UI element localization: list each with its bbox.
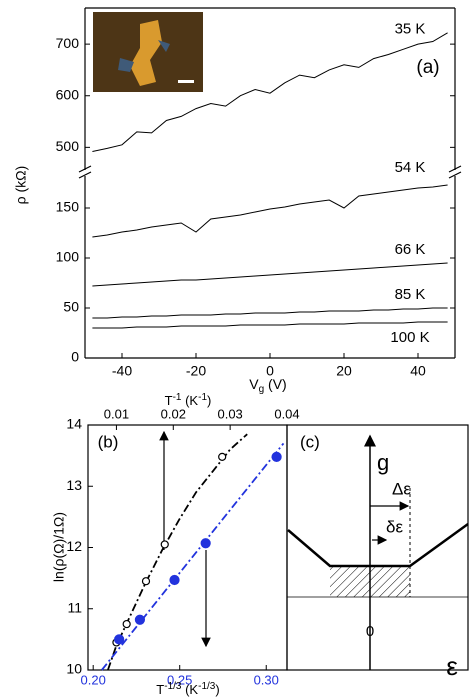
data-point — [169, 574, 180, 586]
panel-label: (b) — [98, 432, 119, 451]
x2-axis-label-part: ) — [207, 393, 211, 408]
series-label: 54 K — [395, 159, 426, 176]
y-tick-label: 12 — [66, 538, 82, 554]
data-point — [114, 634, 125, 645]
data-line — [92, 307, 448, 319]
data-point — [122, 619, 131, 629]
x-axis-label-part: T — [156, 682, 164, 697]
x2-tick-label: 0.03 — [217, 406, 242, 421]
y-tick-label: 11 — [67, 599, 82, 615]
panel-b-frame — [87, 424, 288, 671]
x2-axis-label-part: -1 — [198, 392, 207, 403]
y-tick-label: 14 — [66, 416, 82, 432]
x-tick-label: 20 — [336, 363, 352, 379]
data-line — [92, 262, 448, 287]
origin-label: 0 — [366, 623, 374, 640]
y-axis-label: ρ (kΩ) — [13, 166, 29, 205]
x2-axis-label-part: -1 — [173, 392, 182, 403]
series-label: 85 K — [395, 286, 426, 303]
y-tick-label: 100 — [56, 249, 80, 265]
data-line — [92, 321, 448, 329]
x-axis-label-part: g — [259, 384, 265, 395]
y-tick-label: 0 — [71, 349, 79, 365]
y-tick-label: 600 — [56, 86, 80, 102]
x2-axis-label: T-1 (K-1) — [165, 392, 212, 409]
series-label: 35 K — [395, 20, 426, 37]
series-label: 100 K — [390, 329, 429, 346]
y-tick-label: 700 — [56, 35, 80, 51]
x-axis-label: T-1/3 (K-1/3) — [156, 681, 219, 698]
x-tick-label: -20 — [186, 363, 206, 379]
y-tick-label: 50 — [63, 299, 79, 315]
series-label: 66 K — [395, 241, 426, 258]
data-point — [271, 451, 282, 462]
y-axis-label: ln(ρ(Ω)/1Ω) — [51, 512, 67, 582]
x-tick-label: 0 — [266, 363, 274, 379]
data-point — [218, 452, 227, 461]
panel-label: (a) — [416, 57, 439, 78]
x-axis-label: Vg (V) — [249, 376, 286, 395]
fit-line — [101, 442, 285, 671]
panel-c: (c) g Δε δε 0 ε — [286, 424, 469, 681]
x-axis-label: ε — [446, 651, 458, 681]
inset-image — [93, 12, 203, 92]
x2-tick-label: 0.02 — [161, 406, 186, 421]
x-axis-label-part: -1/3 — [164, 681, 182, 692]
x-axis-label-part: ) — [215, 682, 219, 697]
x-axis-label-part: (K — [181, 682, 198, 697]
x-tick-label: 40 — [410, 363, 426, 379]
y-tick-label: 13 — [66, 477, 82, 493]
panel-label: (c) — [300, 432, 320, 451]
x-axis-label-part: V — [249, 376, 259, 392]
data-point — [134, 614, 146, 625]
x-axis-label-part: -1/3 — [198, 681, 216, 692]
data-point — [200, 538, 211, 549]
fit-line — [107, 433, 248, 671]
x-axis-label-part: (V) — [264, 376, 287, 392]
x2-tick-label: 0.04 — [274, 406, 299, 421]
y-tick-label: 10 — [66, 661, 82, 677]
y-tick-label: 150 — [56, 199, 80, 215]
data-point — [160, 540, 169, 549]
y-tick-label: 500 — [56, 138, 80, 154]
x-tick-label: -40 — [112, 363, 132, 379]
data-line — [92, 32, 448, 152]
x2-axis-label-part: (K — [181, 393, 198, 408]
x-tick-label: 0.20 — [81, 672, 106, 687]
panel-b-arrows — [159, 430, 211, 648]
x-tick-label: 0.25 — [167, 672, 192, 687]
x-tick-label: 0.30 — [254, 672, 279, 687]
y-axis-label: g — [377, 450, 389, 475]
x2-axis-label-part: T — [165, 393, 173, 408]
data-point — [141, 577, 151, 586]
panel-a-frame — [78, 7, 462, 359]
annotation: Δε — [392, 479, 411, 498]
annotation: δε — [386, 517, 403, 536]
data-line — [92, 184, 448, 238]
x2-tick-label: 0.01 — [104, 406, 129, 421]
